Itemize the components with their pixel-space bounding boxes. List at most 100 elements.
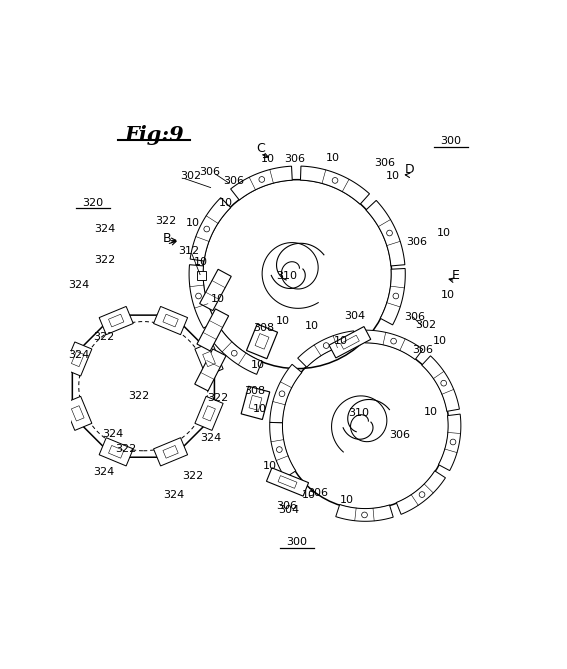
Polygon shape [108,446,124,458]
Polygon shape [99,306,133,334]
Text: 310: 310 [276,272,297,282]
Text: 320: 320 [82,197,103,207]
Text: B: B [162,232,171,246]
Circle shape [387,230,392,236]
Text: 10: 10 [211,294,225,304]
Text: 306: 306 [223,175,244,185]
Text: 322: 322 [155,216,176,226]
Text: 10: 10 [186,217,200,227]
Polygon shape [163,446,178,458]
Text: 306: 306 [404,312,425,322]
Text: 302: 302 [180,171,201,181]
Polygon shape [99,438,133,466]
Circle shape [231,351,237,356]
Circle shape [277,447,282,452]
Polygon shape [365,330,423,359]
Text: 304: 304 [278,505,299,515]
Circle shape [204,226,210,232]
Polygon shape [189,265,215,328]
Text: 300: 300 [287,537,308,547]
Polygon shape [163,314,178,327]
Text: 10: 10 [304,320,319,330]
Circle shape [196,293,201,299]
Text: 10: 10 [193,258,208,267]
Polygon shape [438,414,461,470]
Text: 10: 10 [263,461,277,471]
Text: 10: 10 [251,360,265,370]
Polygon shape [64,342,92,376]
Polygon shape [366,201,405,266]
Polygon shape [209,328,262,375]
Polygon shape [270,422,296,478]
Polygon shape [71,405,84,421]
Text: 10: 10 [334,337,348,347]
Text: 324: 324 [200,433,221,443]
Polygon shape [336,504,393,521]
Polygon shape [71,351,84,367]
Polygon shape [247,324,278,359]
Polygon shape [194,349,226,391]
Text: 324: 324 [93,467,115,477]
Polygon shape [380,268,405,325]
Circle shape [441,380,447,386]
Polygon shape [266,468,308,496]
Circle shape [362,512,367,518]
Text: 304: 304 [344,311,365,321]
Text: 322: 322 [93,332,115,342]
Text: 322: 322 [183,471,204,481]
Text: 10: 10 [302,490,316,500]
Circle shape [450,439,456,445]
Polygon shape [195,342,223,376]
Text: 306: 306 [285,155,306,165]
Polygon shape [202,405,215,421]
Polygon shape [202,351,215,367]
Text: 322: 322 [115,444,137,454]
Polygon shape [278,476,297,488]
Text: 306: 306 [412,345,433,355]
Circle shape [279,391,285,397]
Circle shape [419,492,425,498]
Text: 10: 10 [261,154,275,163]
Text: 10: 10 [218,197,232,207]
Text: 10: 10 [424,407,438,417]
Text: 324: 324 [163,490,185,500]
Text: 306: 306 [277,500,298,510]
Polygon shape [200,269,231,310]
Text: 10: 10 [276,316,290,326]
Polygon shape [341,335,359,349]
Polygon shape [422,356,459,411]
Polygon shape [255,334,269,349]
Text: 10: 10 [441,290,455,300]
Text: 324: 324 [95,224,116,234]
Polygon shape [190,198,231,261]
Text: Fig:9: Fig:9 [125,125,184,145]
Text: 308: 308 [244,387,265,397]
Text: C: C [256,142,265,155]
Text: 322: 322 [128,391,150,401]
Text: 306: 306 [307,488,328,498]
Circle shape [391,339,396,344]
Text: 306: 306 [199,167,220,177]
Polygon shape [197,309,229,351]
Text: 322: 322 [95,255,116,265]
Text: 300: 300 [441,136,462,146]
Polygon shape [108,314,124,327]
Circle shape [393,293,399,299]
Circle shape [259,177,265,183]
Text: 10: 10 [437,228,451,238]
Text: 306: 306 [375,158,396,168]
Polygon shape [270,365,302,423]
Polygon shape [298,331,355,367]
Text: 324: 324 [68,280,90,290]
Circle shape [332,177,338,183]
Text: D: D [404,163,414,177]
Text: 10: 10 [340,494,354,504]
Text: 306: 306 [389,429,410,440]
Text: 308: 308 [253,323,274,333]
Polygon shape [301,166,370,204]
Text: 10: 10 [253,404,267,414]
Polygon shape [154,438,188,466]
Text: 324: 324 [68,349,90,359]
Text: E: E [451,269,459,282]
Polygon shape [329,326,371,358]
